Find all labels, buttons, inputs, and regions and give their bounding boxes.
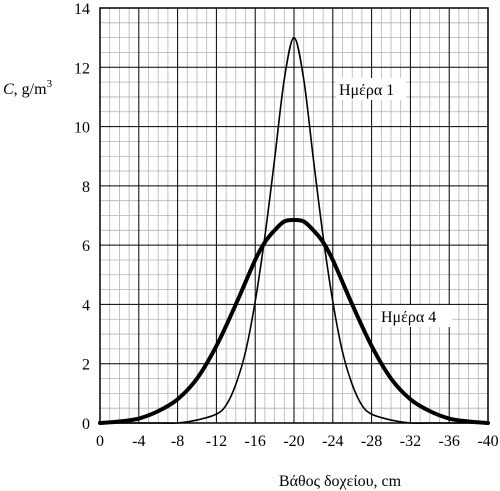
y-tick-label: 10 <box>74 120 90 137</box>
series-label-day4: Ημέρα 4 <box>381 309 436 326</box>
series-line-day4 <box>98 217 490 425</box>
x-tick-label: 0 <box>96 433 104 450</box>
y-axis-label: C, g/m3 <box>3 78 53 98</box>
label-bg-day1 <box>336 78 406 100</box>
y-tick-label: 12 <box>74 60 90 77</box>
x-tick-label: -12 <box>206 433 227 450</box>
x-tick-label: -36 <box>439 433 460 450</box>
x-tick-label: -4 <box>132 433 145 450</box>
y-tick-label: 4 <box>82 297 90 314</box>
x-tick-label: -28 <box>361 433 382 450</box>
y-tick-label: 8 <box>82 179 90 196</box>
series-label-day1: Ημέρα 1 <box>339 82 394 99</box>
y-tick-label: 6 <box>82 238 90 255</box>
major-grid <box>99 7 489 424</box>
x-tick-label: -24 <box>322 433 343 450</box>
x-tick-label: -40 <box>477 433 498 450</box>
x-tick-label: -32 <box>400 433 421 450</box>
y-tick-label: 2 <box>82 357 90 374</box>
y-tick-label: 0 <box>82 416 90 433</box>
x-axis-label: Βάθος δοχείου, cm <box>279 473 402 490</box>
tick-labels: 0 -4 -8 -12 -16 -20 -24 -28 -32 -36 -40 0 2 4 6 8 10 12 14 <box>74 1 499 450</box>
y-tick-label: 14 <box>74 1 90 18</box>
x-tick-label: -16 <box>245 433 266 450</box>
plot-frame <box>99 7 489 424</box>
x-tick-label: -20 <box>283 433 304 450</box>
label-bg-day4 <box>378 305 452 327</box>
x-tick-label: -8 <box>171 433 184 450</box>
series-line-day1 <box>99 36 489 425</box>
series-group <box>98 36 490 425</box>
minor-grid <box>100 8 488 423</box>
